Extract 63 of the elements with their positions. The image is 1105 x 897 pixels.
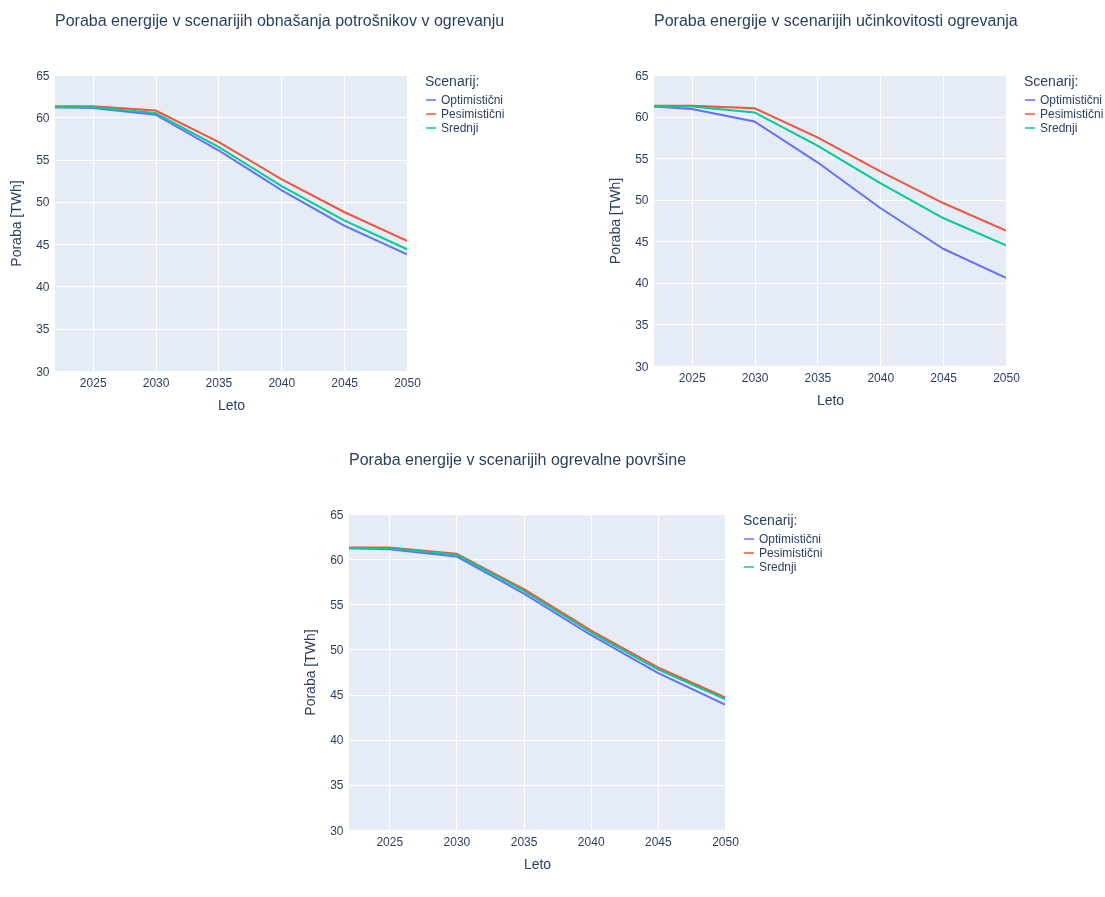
x-tick-label: 2050 [711,834,739,849]
y-tick-label: 35 [36,322,50,337]
x-tick-label: 2025 [375,834,403,849]
x-tick-label: 2045 [331,375,359,390]
y-tick-label: 40 [329,733,344,748]
y-tick-label: 50 [329,642,344,657]
y-tick-label: 55 [329,597,344,612]
x-tick-label: 2040 [268,375,296,390]
x-axis-title: Leto [217,396,246,413]
y-tick-label: 45 [36,237,50,252]
chart-title: Poraba energije v scenarijih učinkovitosti ogrevanja [654,12,1018,29]
x-tick-label: 2030 [443,834,471,849]
y-tick-label: 60 [36,110,50,125]
y-tick-label: 40 [36,279,50,294]
x-tick-label: 2035 [510,834,538,849]
y-tick-label: 45 [329,688,344,703]
y-tick-label: 55 [36,153,50,168]
x-tick-label: 2030 [741,370,769,385]
y-tick-label: 30 [36,364,50,379]
y-tick-label: 45 [635,234,649,249]
y-axis-title: Poraba [TWh] [8,180,25,267]
y-tick-label: 50 [36,195,50,210]
y-tick-label: 35 [329,778,344,793]
y-tick-label: 50 [635,193,649,208]
y-tick-label: 55 [635,151,649,166]
x-tick-label: 2035 [205,375,233,390]
legend-label: Pesimistični [758,546,822,560]
legend-label: Optimistični [441,93,504,107]
x-tick-label: 2050 [993,370,1021,385]
chart-title: Poraba energije v scenarijih obnašanja potrošnikov v ogrevanju [55,12,505,29]
x-tick-label: 2045 [644,834,672,849]
y-tick-label: 60 [635,110,649,125]
y-tick-label: 65 [329,507,344,522]
y-tick-label: 30 [329,823,344,838]
chart-title: Poraba energije v scenarijih ogrevalne površine [348,451,686,468]
legend-title: Scenarij: [425,73,480,89]
x-tick-label: 2045 [930,370,958,385]
legend-label: Srednji [441,121,479,135]
y-tick-label: 65 [635,68,649,83]
legend-label: Pesimistični [1040,107,1104,121]
legend-label: Srednji [1040,121,1078,135]
x-tick-label: 2025 [678,370,706,385]
y-axis-title: Poraba [TWh] [607,177,624,265]
legend-label: Pesimistični [441,107,505,121]
x-tick-label: 2050 [394,375,422,390]
legend-label: Optimistični [758,532,821,546]
x-tick-label: 2030 [142,375,170,390]
y-tick-label: 65 [36,68,50,83]
x-axis-title: Leto [816,391,845,408]
y-tick-label: 60 [329,552,344,567]
legend-label: Optimistični [1040,93,1103,107]
legend-title: Scenarij: [1024,73,1079,89]
y-tick-label: 35 [635,317,649,332]
x-tick-label: 2040 [867,370,895,385]
x-tick-label: 2035 [804,370,832,385]
x-tick-label: 2040 [577,834,605,849]
legend-label: Srednji [758,560,796,574]
y-tick-label: 40 [635,276,649,291]
x-tick-label: 2025 [79,375,107,390]
x-axis-title: Leto [523,855,551,872]
y-tick-label: 30 [635,359,649,374]
legend-title: Scenarij: [742,512,797,528]
y-axis-title: Poraba [TWh] [301,629,318,716]
